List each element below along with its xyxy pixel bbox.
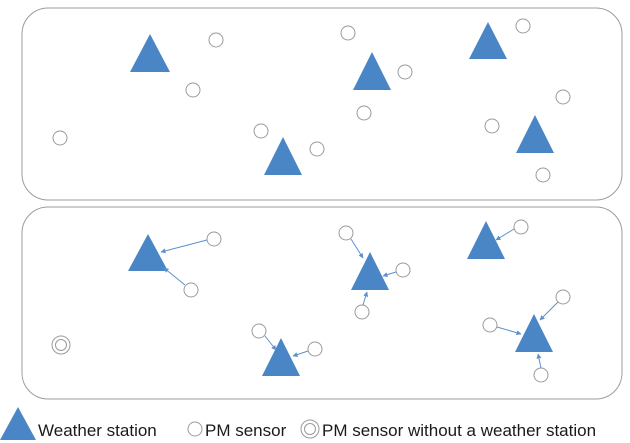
pm-sensor-circle bbox=[555, 289, 571, 305]
legend-weather-station-icon bbox=[0, 407, 36, 440]
pm-sensor-circle bbox=[535, 167, 551, 183]
pm-sensor-circle bbox=[206, 231, 222, 247]
pm-sensor-circle bbox=[513, 219, 529, 235]
pm-sensor-circle bbox=[484, 118, 500, 134]
assignment-arrow bbox=[496, 326, 522, 336]
legend: Weather station PM sensor PM sensor with… bbox=[0, 403, 630, 443]
assignment-arrow bbox=[264, 335, 277, 351]
weather-station-triangle bbox=[130, 34, 170, 72]
weather-station-triangle bbox=[128, 234, 168, 271]
weather-station-triangle bbox=[351, 252, 389, 290]
pm-sensor-no-station-circle bbox=[51, 335, 71, 355]
legend-pm-sensor-no-station-label: PM sensor without a weather station bbox=[322, 421, 597, 440]
pm-sensor-circle bbox=[338, 225, 354, 241]
pm-sensor-circle bbox=[52, 130, 68, 146]
weather-station-triangle bbox=[516, 115, 554, 153]
pm-sensor-circle bbox=[356, 105, 372, 121]
weather-station-triangle bbox=[467, 221, 505, 259]
assignment-arrow bbox=[160, 239, 208, 254]
assignment-arrow bbox=[350, 238, 364, 259]
weather-station-triangle bbox=[262, 338, 300, 376]
pm-sensor-circle bbox=[533, 367, 549, 383]
pm-sensor-circle bbox=[251, 323, 267, 339]
legend-weather-station-label: Weather station bbox=[38, 421, 157, 440]
legend-pm-sensor-no-station-icon bbox=[300, 419, 320, 439]
pm-sensor-circle bbox=[253, 123, 269, 139]
pm-sensor-circle bbox=[208, 32, 224, 48]
pm-sensor-circle bbox=[340, 25, 356, 41]
assignment-arrow bbox=[163, 267, 186, 286]
pm-sensor-circle bbox=[309, 141, 325, 157]
top-panel bbox=[21, 7, 623, 201]
pm-sensor-circle bbox=[354, 304, 370, 320]
assignment-arrow bbox=[536, 353, 542, 369]
assignment-arrow bbox=[382, 271, 397, 278]
assignment-arrow bbox=[292, 350, 309, 357]
pm-sensor-circle bbox=[395, 262, 411, 278]
weather-station-triangle bbox=[353, 52, 391, 90]
weather-station-triangle bbox=[264, 137, 302, 175]
pm-sensor-circle bbox=[482, 317, 498, 333]
pm-sensor-circle bbox=[185, 82, 201, 98]
legend-pm-sensor-icon bbox=[187, 421, 203, 437]
pm-sensor-circle bbox=[515, 18, 531, 34]
legend-pm-sensor-label: PM sensor bbox=[205, 421, 287, 440]
weather-station-triangle bbox=[515, 314, 553, 352]
pm-sensor-circle bbox=[397, 64, 413, 80]
assignment-arrow bbox=[362, 291, 369, 306]
assignment-arrow bbox=[539, 301, 559, 321]
pm-sensor-circle bbox=[183, 282, 199, 298]
pm-sensor-circle bbox=[555, 89, 571, 105]
bottom-panel bbox=[21, 206, 623, 400]
weather-station-triangle bbox=[469, 22, 507, 59]
assignment-arrow bbox=[495, 228, 515, 241]
pm-sensor-circle bbox=[307, 341, 323, 357]
